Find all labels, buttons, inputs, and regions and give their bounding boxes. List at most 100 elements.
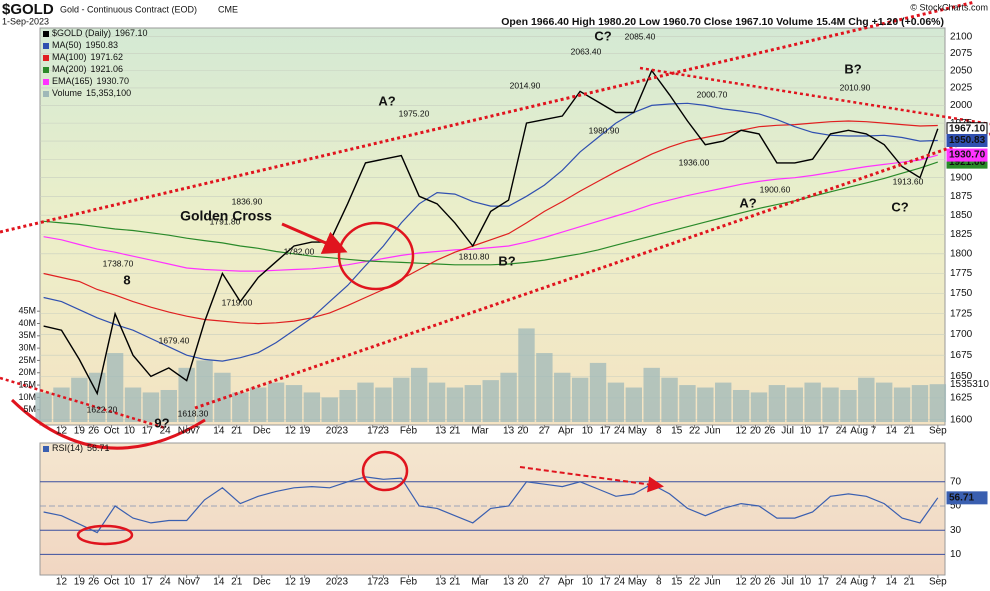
x-tick-label: 21	[231, 577, 243, 588]
volume-bar	[446, 387, 464, 422]
legend-name: MA(50)	[52, 40, 82, 50]
x-tick-label: Aug	[850, 577, 868, 588]
legend-entry: MA(100) 1971.62	[52, 52, 123, 62]
y-tick-label: 1875	[950, 191, 973, 202]
volume-bar	[607, 382, 625, 422]
x-tick-label: 24	[160, 577, 172, 588]
volume-bar	[482, 380, 499, 422]
legend-swatch	[43, 67, 49, 73]
legend-entry: Volume 15,353,100	[52, 88, 131, 98]
x-tick-label: 8	[656, 577, 662, 588]
legend-name: $GOLD (Daily)	[52, 28, 111, 38]
annotation: Golden Cross	[180, 208, 272, 224]
y-tick-label: 70	[950, 476, 962, 487]
x-tick-label: 14	[886, 426, 898, 437]
annotation: 1913.60	[893, 176, 924, 186]
y-tick-label: 1725	[950, 308, 973, 319]
arc	[10, 398, 206, 450]
x-tick-label: 17	[142, 426, 154, 437]
y-tick-label: 10	[950, 549, 962, 560]
x-tick-label: 24	[836, 577, 848, 588]
x-tick-label: Jul	[781, 426, 794, 437]
x-tick-label: 10	[582, 577, 594, 588]
rsi-panel	[39, 442, 946, 576]
legend-name: MA(100)	[52, 52, 87, 62]
volume-bar	[428, 382, 446, 422]
x-tick-label: 22	[689, 577, 701, 588]
x-tick-label: 14	[886, 577, 898, 588]
volume-bar	[804, 382, 821, 422]
y-tick-label: 1650	[950, 371, 973, 382]
y-tick-label: 1625	[950, 393, 973, 404]
volume-bar	[160, 389, 177, 422]
legend-swatch	[43, 446, 49, 452]
annotation: 2010.90	[840, 82, 871, 92]
volume-tick-label: 40M	[18, 318, 36, 328]
x-tick-label: Feb	[400, 426, 418, 437]
annotation: C?	[891, 199, 908, 214]
x-tick-label: 13	[503, 426, 515, 437]
annotation: A?	[378, 93, 395, 108]
x-tick-label: 20	[750, 426, 762, 437]
annotation: 1719.00	[222, 297, 253, 307]
x-tick-label: Dec	[253, 426, 271, 437]
legend-swatch	[43, 31, 49, 37]
legend-value: 1971.62	[91, 52, 124, 62]
y-tick-label: 1800	[950, 248, 973, 259]
volume-bar	[357, 382, 374, 422]
x-tick-label: 19	[74, 426, 86, 437]
date: 1-Sep-2023	[2, 16, 49, 26]
annotation: B?	[498, 253, 515, 268]
annotation: 1622.20	[87, 404, 118, 414]
volume-bar	[732, 389, 750, 422]
x-tick-label: 20	[750, 577, 762, 588]
x-tick-label: 20	[517, 426, 529, 437]
x-tick-label: Aug	[850, 426, 868, 437]
x-tick-label: 10	[800, 577, 812, 588]
x-tick-label: 17	[818, 426, 830, 437]
volume-bar	[679, 385, 696, 422]
volume-bar	[697, 387, 714, 422]
volume-bar	[250, 387, 267, 422]
x-tick-label: 10	[800, 426, 812, 437]
volume-bar	[911, 385, 929, 422]
volume-tick-label: 45M	[18, 306, 36, 316]
volume-bar	[875, 382, 893, 422]
volume-bar	[106, 353, 124, 422]
annotation: 9?	[154, 415, 169, 430]
volume-tick-label: 35M	[18, 330, 36, 340]
x-tick-label: 13	[435, 426, 447, 437]
legend-value: 15,353,100	[86, 88, 131, 98]
volume-bar	[53, 387, 70, 422]
lower-channel	[194, 132, 990, 410]
x-tick-label: 7	[871, 426, 877, 437]
x-tick-label: Feb	[400, 577, 418, 588]
x-tick-label: 7	[871, 577, 877, 588]
y-tick-label: 1675	[950, 350, 973, 361]
x-tick-label: Oct	[104, 426, 120, 437]
value-tag-box	[946, 148, 988, 162]
x-tick-label: Oct	[104, 577, 120, 588]
y-tick-label: 2000	[950, 100, 973, 111]
value-tag: 1930.70	[949, 150, 986, 161]
y-tick-label: 50	[950, 501, 962, 512]
symbol: $GOLD	[2, 1, 54, 18]
rsi-low-circle	[76, 524, 134, 546]
annotation: A?	[739, 195, 756, 210]
volume-bar	[178, 367, 195, 422]
legend-entry: $GOLD (Daily) 1967.10	[52, 28, 148, 38]
x-tick-label: May	[628, 426, 647, 437]
legend-swatch	[43, 91, 49, 97]
value-tag: 56.71	[949, 492, 974, 503]
volume-bar	[196, 360, 213, 422]
x-tick-label: 15	[671, 426, 683, 437]
resistance-line	[639, 66, 990, 126]
volume-bar	[750, 392, 768, 422]
x-tick-label: 27	[539, 577, 551, 588]
volume-bar	[643, 367, 660, 422]
volume-bar	[71, 377, 88, 422]
x-tick-label: 26	[88, 426, 100, 437]
volume-bar	[267, 382, 285, 422]
x-tick-label: May	[628, 577, 647, 588]
